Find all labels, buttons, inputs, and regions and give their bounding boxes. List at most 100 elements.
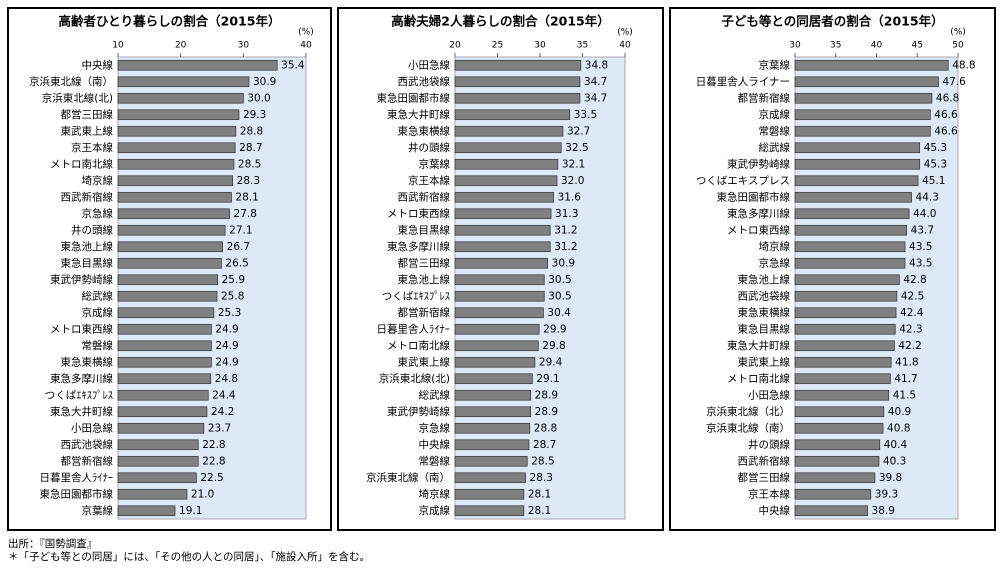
source-note: 出所：『国勢調査』: [8, 537, 97, 550]
category-label: 常磐線: [419, 454, 451, 467]
value-label: 46.6: [934, 125, 958, 137]
category-label: 西武池袋線: [738, 289, 791, 302]
category-label: 東急目黒線: [61, 256, 114, 269]
bar: [454, 191, 554, 203]
value-label: 28.8: [240, 125, 263, 137]
bar: [794, 191, 912, 203]
panel-border: [7, 7, 332, 531]
bar: [454, 241, 551, 253]
value-label: 28.7: [533, 439, 556, 451]
x-tick-label: 40: [300, 41, 312, 51]
bar: [794, 224, 908, 236]
value-label: 39.3: [875, 488, 898, 500]
category-label: 日暮里舎人ライナー: [696, 75, 790, 88]
category-label: 東武東上線: [738, 355, 791, 368]
bar: [794, 142, 921, 154]
bar: [117, 274, 218, 286]
bar: [454, 92, 581, 104]
category-label: メトロ東西線: [387, 207, 450, 220]
category-label: 京葉線: [759, 58, 791, 71]
value-label: 29.8: [542, 340, 565, 352]
x-tick-label: 30: [789, 41, 801, 51]
category-label: 西武新宿線: [61, 190, 114, 203]
category-label: 東急大井町線: [387, 108, 450, 121]
category-label: つくばｴｷｽﾌﾟﾚｽ: [45, 389, 113, 401]
bar: [794, 158, 921, 170]
category-label: 京王本線: [71, 141, 113, 154]
value-label: 42.2: [898, 340, 921, 352]
category-label: 井の頭線: [748, 438, 790, 451]
category-label: 都営三田線: [61, 108, 114, 121]
bar: [794, 340, 895, 352]
value-label: 24.9: [215, 340, 238, 352]
bar: [454, 158, 559, 170]
value-label: 28.7: [239, 142, 262, 154]
category-label: 常磐線: [759, 124, 791, 137]
value-label: 42.4: [900, 307, 924, 319]
bar: [454, 505, 525, 517]
value-label: 29.1: [536, 373, 559, 385]
category-label: 東急大井町線: [50, 405, 113, 418]
bar: [117, 488, 188, 500]
value-label: 24.9: [215, 323, 238, 335]
value-label: 31.3: [555, 208, 578, 220]
bar: [117, 208, 230, 220]
category-label: 総武線: [82, 289, 114, 302]
bar: [794, 109, 931, 121]
panel-border: [337, 7, 664, 531]
bar: [794, 455, 880, 467]
category-label: 井の頭線: [71, 223, 113, 236]
category-label: 東武東上線: [61, 124, 114, 137]
bar: [117, 455, 199, 467]
value-label: 24.4: [212, 389, 236, 401]
value-label: 28.1: [235, 191, 258, 203]
category-label: 東急田園都市線: [377, 91, 451, 104]
panel-border: [669, 7, 996, 531]
value-label: 39.8: [879, 472, 902, 484]
value-label: 28.9: [535, 389, 558, 401]
x-tick-label: 40: [619, 41, 631, 51]
bar: [454, 406, 532, 418]
chart-title: 高齢者ひとり暮らしの割合（2015年）: [59, 14, 281, 29]
bar: [117, 439, 199, 451]
category-label: 日暮里舎人ﾗｲﾅｰ: [40, 471, 114, 484]
bar: [454, 59, 582, 71]
bar: [117, 340, 212, 352]
category-label: 日暮里舎人ﾗｲﾅｰ: [377, 322, 451, 335]
bar: [454, 257, 549, 269]
category-label: 東急東横線: [398, 124, 451, 137]
bar: [454, 125, 564, 137]
category-label: 東急東横線: [61, 355, 114, 368]
category-label: 西武池袋線: [398, 75, 451, 88]
value-label: 34.7: [584, 92, 607, 104]
bar: [117, 241, 224, 253]
value-label: 46.6: [934, 109, 958, 121]
category-label: 京成線: [759, 108, 791, 121]
bar: [117, 389, 209, 401]
x-tick-label: 20: [449, 41, 461, 51]
value-label: 31.6: [558, 191, 582, 203]
category-label: 総武線: [759, 141, 791, 154]
value-label: 42.3: [899, 323, 922, 335]
value-label: 44.3: [916, 191, 939, 203]
value-label: 45.1: [922, 175, 945, 187]
category-label: 京急線: [759, 256, 791, 269]
category-label: 東急目黒線: [398, 223, 451, 236]
category-label: つくばエキスプレス: [696, 175, 790, 187]
value-label: 46.8: [936, 92, 959, 104]
category-label: メトロ南北線: [727, 372, 790, 385]
category-label: 京急線: [82, 207, 114, 220]
x-tick-label: 35: [577, 41, 588, 51]
bar: [454, 323, 540, 335]
value-label: 32.5: [565, 142, 588, 154]
value-label: 24.8: [215, 373, 238, 385]
x-tick-label: 10: [112, 41, 124, 51]
bar: [117, 290, 218, 302]
bar: [454, 224, 551, 236]
category-label: 中央線: [82, 58, 114, 71]
category-label: 西武池袋線: [61, 438, 114, 451]
category-label: メトロ南北線: [387, 339, 450, 352]
value-label: 23.7: [208, 422, 231, 434]
chart-title: 高齢夫婦2人暮らしの割合（2015年）: [391, 14, 610, 29]
